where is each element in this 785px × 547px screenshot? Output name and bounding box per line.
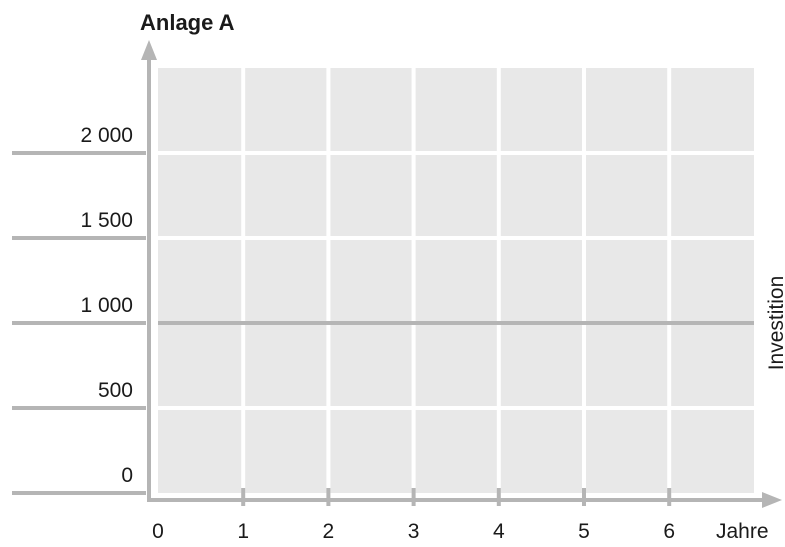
series-label: Investition	[765, 276, 785, 371]
y-tick-label: 1 500	[80, 209, 133, 232]
y-tick-label: 500	[98, 379, 133, 402]
horizontal-gridlines	[158, 151, 754, 410]
y-tick-label: 0	[121, 464, 133, 487]
x-tick-label: 5	[578, 520, 590, 543]
y-axis	[141, 40, 157, 500]
y-tick-leaders	[12, 151, 146, 495]
x-tick-label: 1	[237, 520, 249, 543]
vertical-gridlines	[241, 68, 672, 493]
x-tick-labels: 0 1 2 3 4 5 6	[152, 520, 675, 543]
x-tick-label: 6	[663, 520, 675, 543]
x-tick-label: 4	[493, 520, 505, 543]
x-tick-label: 3	[408, 520, 420, 543]
y-tick-labels: 0 500 1 000 1 500 2 000	[80, 124, 133, 487]
y-tick-label: 1 000	[80, 294, 133, 317]
x-axis-label: Jahre	[716, 520, 769, 543]
x-axis-arrowhead	[762, 492, 782, 508]
x-tick-label: 0	[152, 520, 164, 543]
x-axis	[147, 492, 782, 508]
y-tick-label: 2 000	[80, 124, 133, 147]
y-axis-arrowhead	[141, 40, 157, 60]
x-tick-marks	[241, 488, 672, 506]
chart-title: Anlage A	[140, 10, 235, 35]
x-tick-label: 2	[323, 520, 335, 543]
plot-background	[158, 68, 754, 493]
